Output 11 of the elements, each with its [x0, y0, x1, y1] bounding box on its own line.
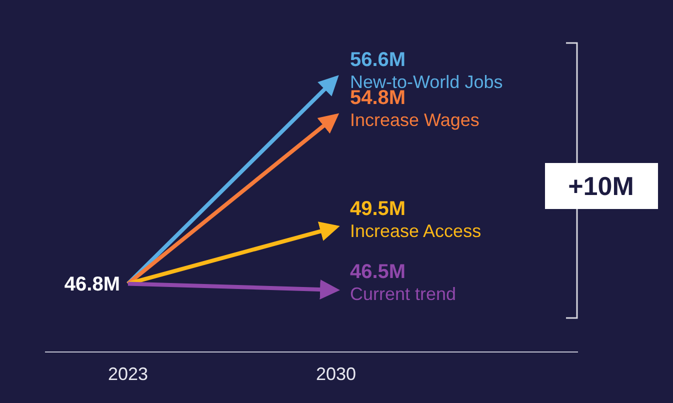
text: +10M	[568, 171, 634, 201]
data-label: 46.8M	[64, 274, 120, 296]
series-label: Increase Access	[350, 221, 482, 242]
x-tick-label: 2030	[316, 364, 356, 384]
series-label: Increase Wages	[350, 110, 480, 130]
series-label: Current trend	[350, 284, 456, 304]
data-label: 46.5M	[350, 261, 406, 283]
data-label: 54.8M	[350, 86, 406, 109]
data-label: 56.6M	[350, 49, 406, 71]
x-tick-label: 2023	[108, 364, 148, 384]
data-label: 49.5M	[350, 198, 406, 220]
